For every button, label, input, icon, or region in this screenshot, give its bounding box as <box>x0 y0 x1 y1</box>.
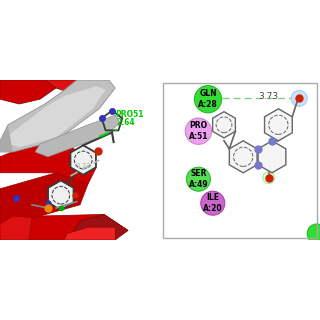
Circle shape <box>307 224 320 243</box>
Polygon shape <box>0 214 128 240</box>
Polygon shape <box>265 109 292 141</box>
Circle shape <box>185 118 212 144</box>
Polygon shape <box>10 86 106 147</box>
Text: 2.64: 2.64 <box>117 118 135 127</box>
Text: PRO
A:51: PRO A:51 <box>189 122 208 141</box>
Polygon shape <box>70 145 96 175</box>
Circle shape <box>201 191 225 215</box>
Circle shape <box>186 167 211 191</box>
Text: GLN
A:28: GLN A:28 <box>198 90 218 109</box>
Text: 3.73: 3.73 <box>259 92 279 101</box>
Polygon shape <box>0 80 115 152</box>
Polygon shape <box>64 227 115 240</box>
Polygon shape <box>0 80 56 104</box>
Polygon shape <box>229 141 257 173</box>
Polygon shape <box>0 216 32 240</box>
Circle shape <box>263 172 275 184</box>
Text: SER
A:49: SER A:49 <box>188 170 208 189</box>
Polygon shape <box>0 173 88 227</box>
Polygon shape <box>0 144 96 184</box>
Text: ILE
A:20: ILE A:20 <box>203 194 223 213</box>
Polygon shape <box>0 125 13 152</box>
Text: 3.73: 3.73 <box>75 164 91 169</box>
Text: PRO51: PRO51 <box>115 110 144 119</box>
Polygon shape <box>45 80 104 96</box>
Polygon shape <box>212 112 236 138</box>
Polygon shape <box>258 141 286 173</box>
Circle shape <box>291 90 307 106</box>
Polygon shape <box>48 180 74 210</box>
Polygon shape <box>35 115 120 157</box>
Circle shape <box>195 85 221 113</box>
Polygon shape <box>72 214 128 240</box>
